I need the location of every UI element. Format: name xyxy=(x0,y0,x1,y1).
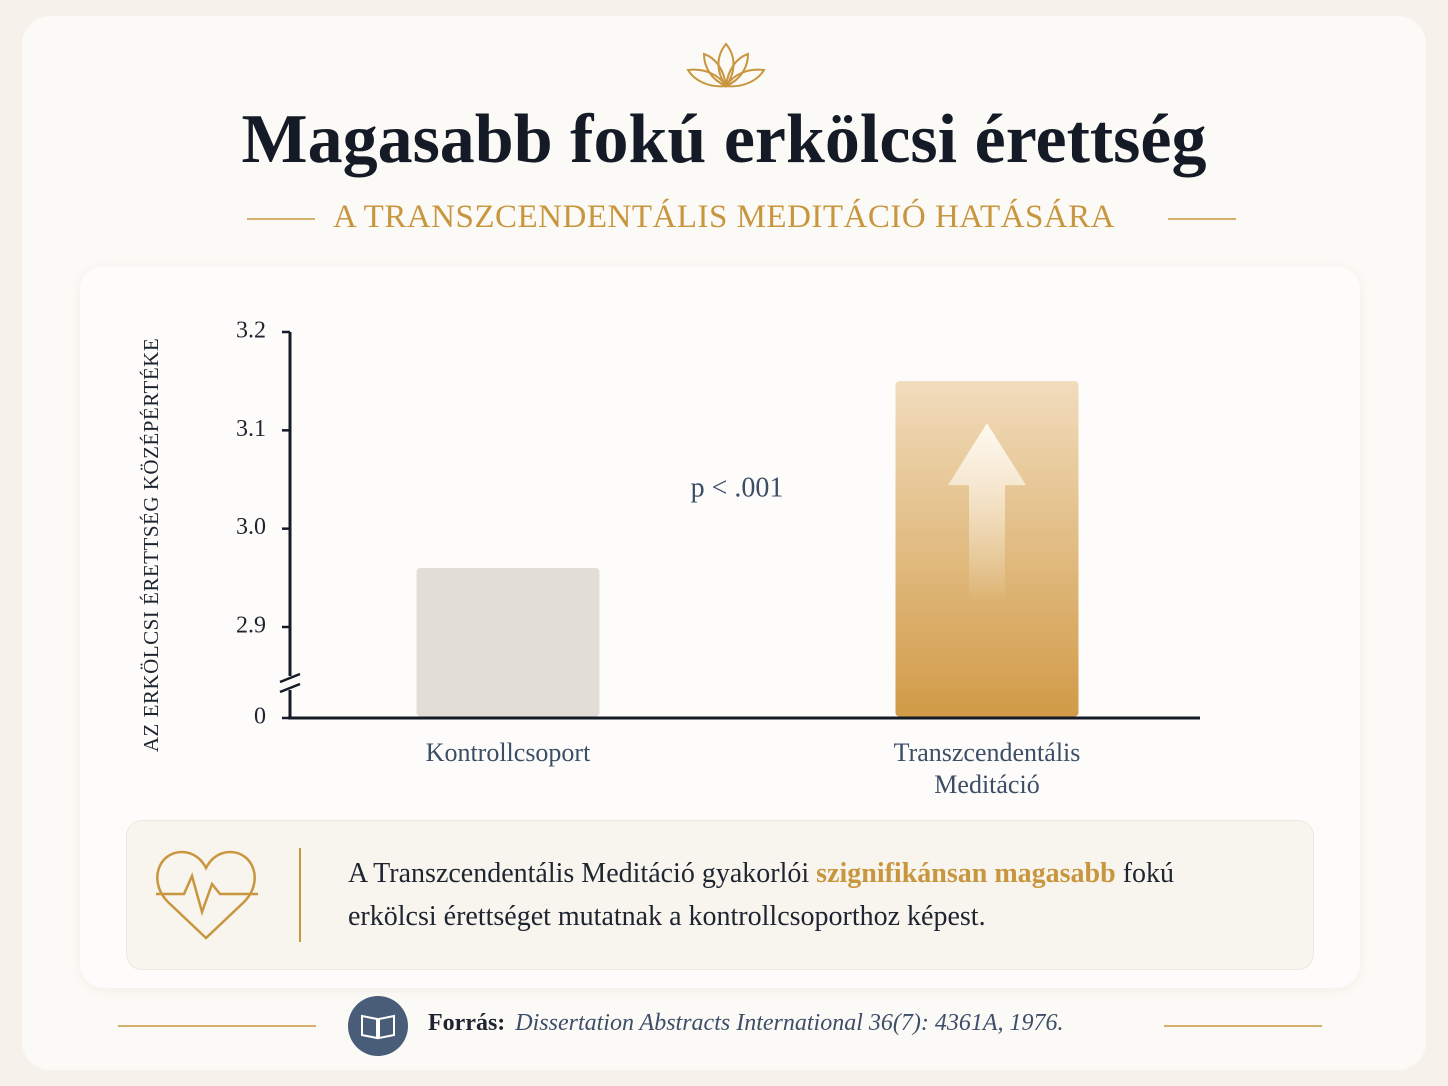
x-tick-label: Transzcendentális Meditáció xyxy=(893,738,1081,799)
x-tick-label: Kontrollcsoport xyxy=(425,738,591,767)
y-tick-label: 0 xyxy=(254,704,266,730)
y-tick-label: 2.9 xyxy=(236,613,266,639)
source-label: Forrás: xyxy=(428,1010,506,1036)
y-tick-label: 3.0 xyxy=(236,514,266,540)
annotation: p < .001 xyxy=(691,472,784,503)
heart-icon xyxy=(156,850,258,940)
axis-break xyxy=(279,672,301,684)
lotus-icon xyxy=(686,42,766,88)
source-citation: Dissertation Abstracts International 36(… xyxy=(515,1010,1064,1036)
y-tick-label: 3.2 xyxy=(236,318,266,344)
bar xyxy=(416,568,600,717)
y-axis-label: AZ ERKÖLCSI ÉRETTSÉG KÖZÉPÉRTÉKE xyxy=(139,338,163,752)
y-tick-label: 3.1 xyxy=(236,416,266,442)
title: Magasabb fokú erkölcsi érettség xyxy=(241,101,1207,178)
callout-box xyxy=(126,820,1314,970)
callout-text: A Transzcendentális Meditáció gyakorlói … xyxy=(348,852,1248,938)
callout-text-part: A Transzcendentális Meditáció gyakorlói xyxy=(348,858,810,889)
callout-text-part: fokú erkölcsi érettséget mutatnak a kont… xyxy=(348,858,1175,932)
source: Forrás: Dissertation Abstracts Internatio… xyxy=(428,1010,1064,1037)
callout-highlight: szignifikánsan magasabb xyxy=(816,858,1116,889)
bar-arrow xyxy=(948,423,1026,604)
axis-break xyxy=(279,682,301,694)
subtitle: A TRANSZCENDENTÁLIS MEDITÁCIÓ HATÁSÁRA xyxy=(333,199,1115,235)
book-icon xyxy=(348,996,408,1056)
